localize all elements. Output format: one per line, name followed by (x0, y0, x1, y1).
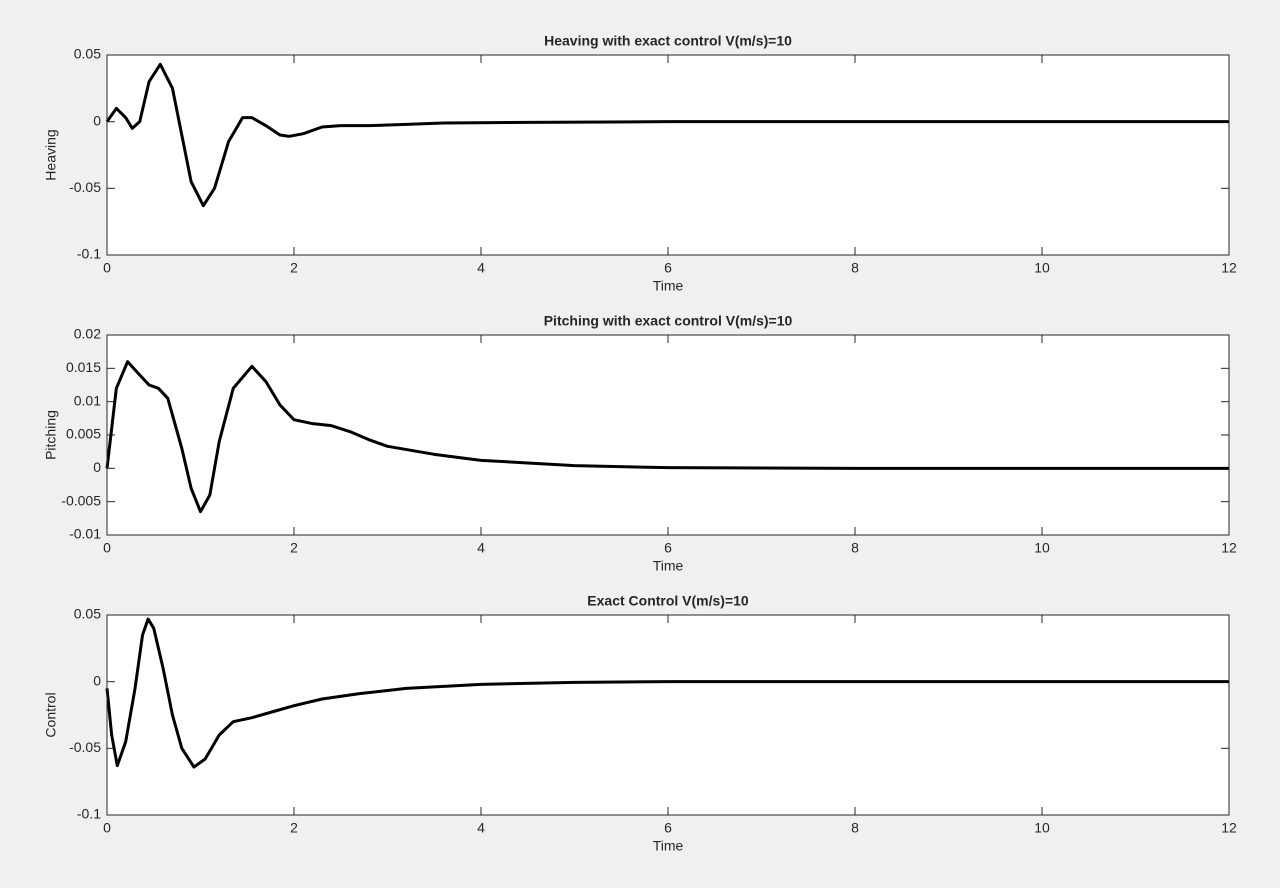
x-axis-label: Time (653, 278, 684, 294)
x-tick-label: 0 (103, 820, 111, 836)
y-axis-label: Pitching (43, 410, 59, 460)
axes-box (106, 334, 1230, 536)
plot-area (107, 615, 1229, 815)
y-tick-label: 0.01 (74, 392, 101, 408)
y-tick-label: 0.005 (66, 426, 101, 442)
y-tick-label: 0.05 (74, 46, 101, 62)
x-tick-label: 8 (851, 540, 859, 556)
y-tick-label: -0.1 (77, 246, 101, 262)
y-tick-label: 0 (93, 672, 101, 688)
y-tick-label: 0.05 (74, 606, 101, 622)
y-tick-label: -0.05 (69, 739, 101, 755)
x-tick-label: 6 (664, 820, 672, 836)
data-line (105, 360, 1229, 514)
plot-area (107, 55, 1229, 255)
axes-box (106, 614, 1230, 816)
x-tick-label: 0 (103, 540, 111, 556)
y-tick-label: -0.1 (77, 806, 101, 822)
x-tick-label: 4 (477, 540, 485, 556)
x-axis-label: Time (653, 558, 684, 574)
y-tick-label: 0.02 (74, 326, 101, 342)
y-tick-label: -0.05 (69, 179, 101, 195)
x-tick-label: 8 (851, 820, 859, 836)
y-tick-label: 0.015 (66, 359, 101, 375)
x-tick-label: 6 (664, 540, 672, 556)
x-axis-label: Time (653, 838, 684, 854)
x-tick-label: 10 (1034, 540, 1050, 556)
x-tick-label: 10 (1034, 820, 1050, 836)
x-tick-label: 12 (1221, 540, 1237, 556)
chart-title: Heaving with exact control V(m/s)=10 (544, 33, 792, 49)
data-line (105, 617, 1229, 769)
x-tick-label: 10 (1034, 260, 1050, 276)
y-tick-label: 0 (93, 112, 101, 128)
x-tick-label: 6 (664, 260, 672, 276)
x-tick-label: 12 (1221, 820, 1237, 836)
x-tick-label: 12 (1221, 260, 1237, 276)
y-tick-label: -0.005 (61, 492, 101, 508)
data-line (105, 62, 1229, 208)
x-tick-label: 4 (477, 260, 485, 276)
axes-box (106, 54, 1230, 256)
y-tick-label: 0 (93, 459, 101, 475)
chart-title: Pitching with exact control V(m/s)=10 (544, 313, 793, 329)
x-tick-label: 2 (290, 820, 298, 836)
x-tick-label: 4 (477, 820, 485, 836)
x-tick-label: 0 (103, 260, 111, 276)
x-tick-label: 2 (290, 260, 298, 276)
x-tick-label: 8 (851, 260, 859, 276)
plot-area (107, 335, 1229, 535)
y-axis-label: Heaving (43, 129, 59, 180)
chart-title: Exact Control V(m/s)=10 (587, 593, 749, 609)
y-tick-label: -0.01 (69, 526, 101, 542)
x-tick-label: 2 (290, 540, 298, 556)
y-axis-label: Control (43, 692, 59, 737)
